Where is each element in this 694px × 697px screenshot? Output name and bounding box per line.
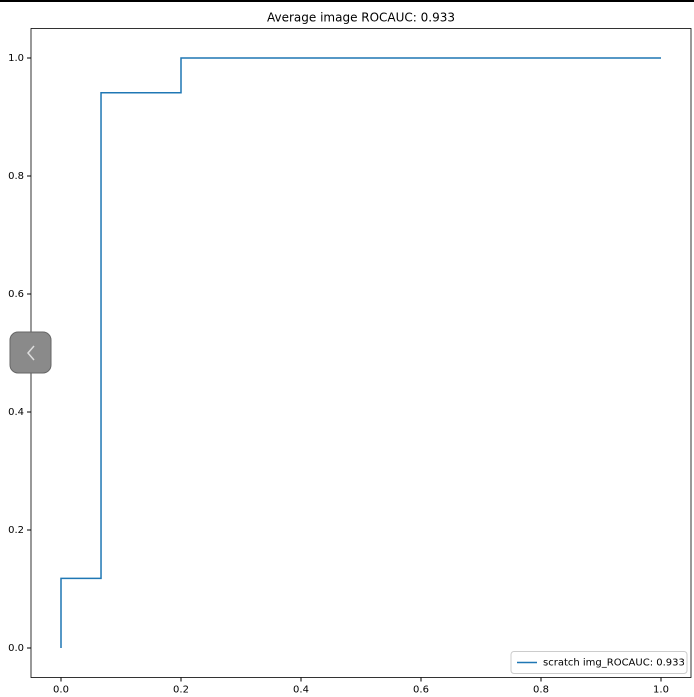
y-tick-label: 0.2: [8, 525, 24, 536]
x-tick-label: 1.0: [653, 685, 669, 696]
roc-line: [60, 57, 661, 648]
y-tick-label: 0.0: [8, 643, 24, 654]
x-tick-label: 0.0: [53, 685, 69, 696]
nav-arrow-icon: [27, 345, 35, 361]
x-tick-label: 0.8: [533, 685, 549, 696]
plot-frame: [30, 28, 692, 678]
y-tick-label: 1.0: [8, 53, 24, 64]
x-tick-label: 0.2: [173, 685, 189, 696]
chart-title: Average image ROCAUC: 0.933: [267, 11, 455, 25]
y-tick-label: 0.4: [8, 407, 24, 418]
x-tick-label: 0.6: [413, 685, 429, 696]
side-nav-button[interactable]: [9, 331, 52, 374]
x-tick-label: 0.4: [293, 685, 309, 696]
legend-box: [510, 651, 688, 674]
legend-label: scratch img_ROCAUC: 0.933: [543, 658, 685, 669]
y-tick-label: 0.6: [8, 289, 24, 300]
y-tick-label: 0.8: [8, 171, 24, 182]
